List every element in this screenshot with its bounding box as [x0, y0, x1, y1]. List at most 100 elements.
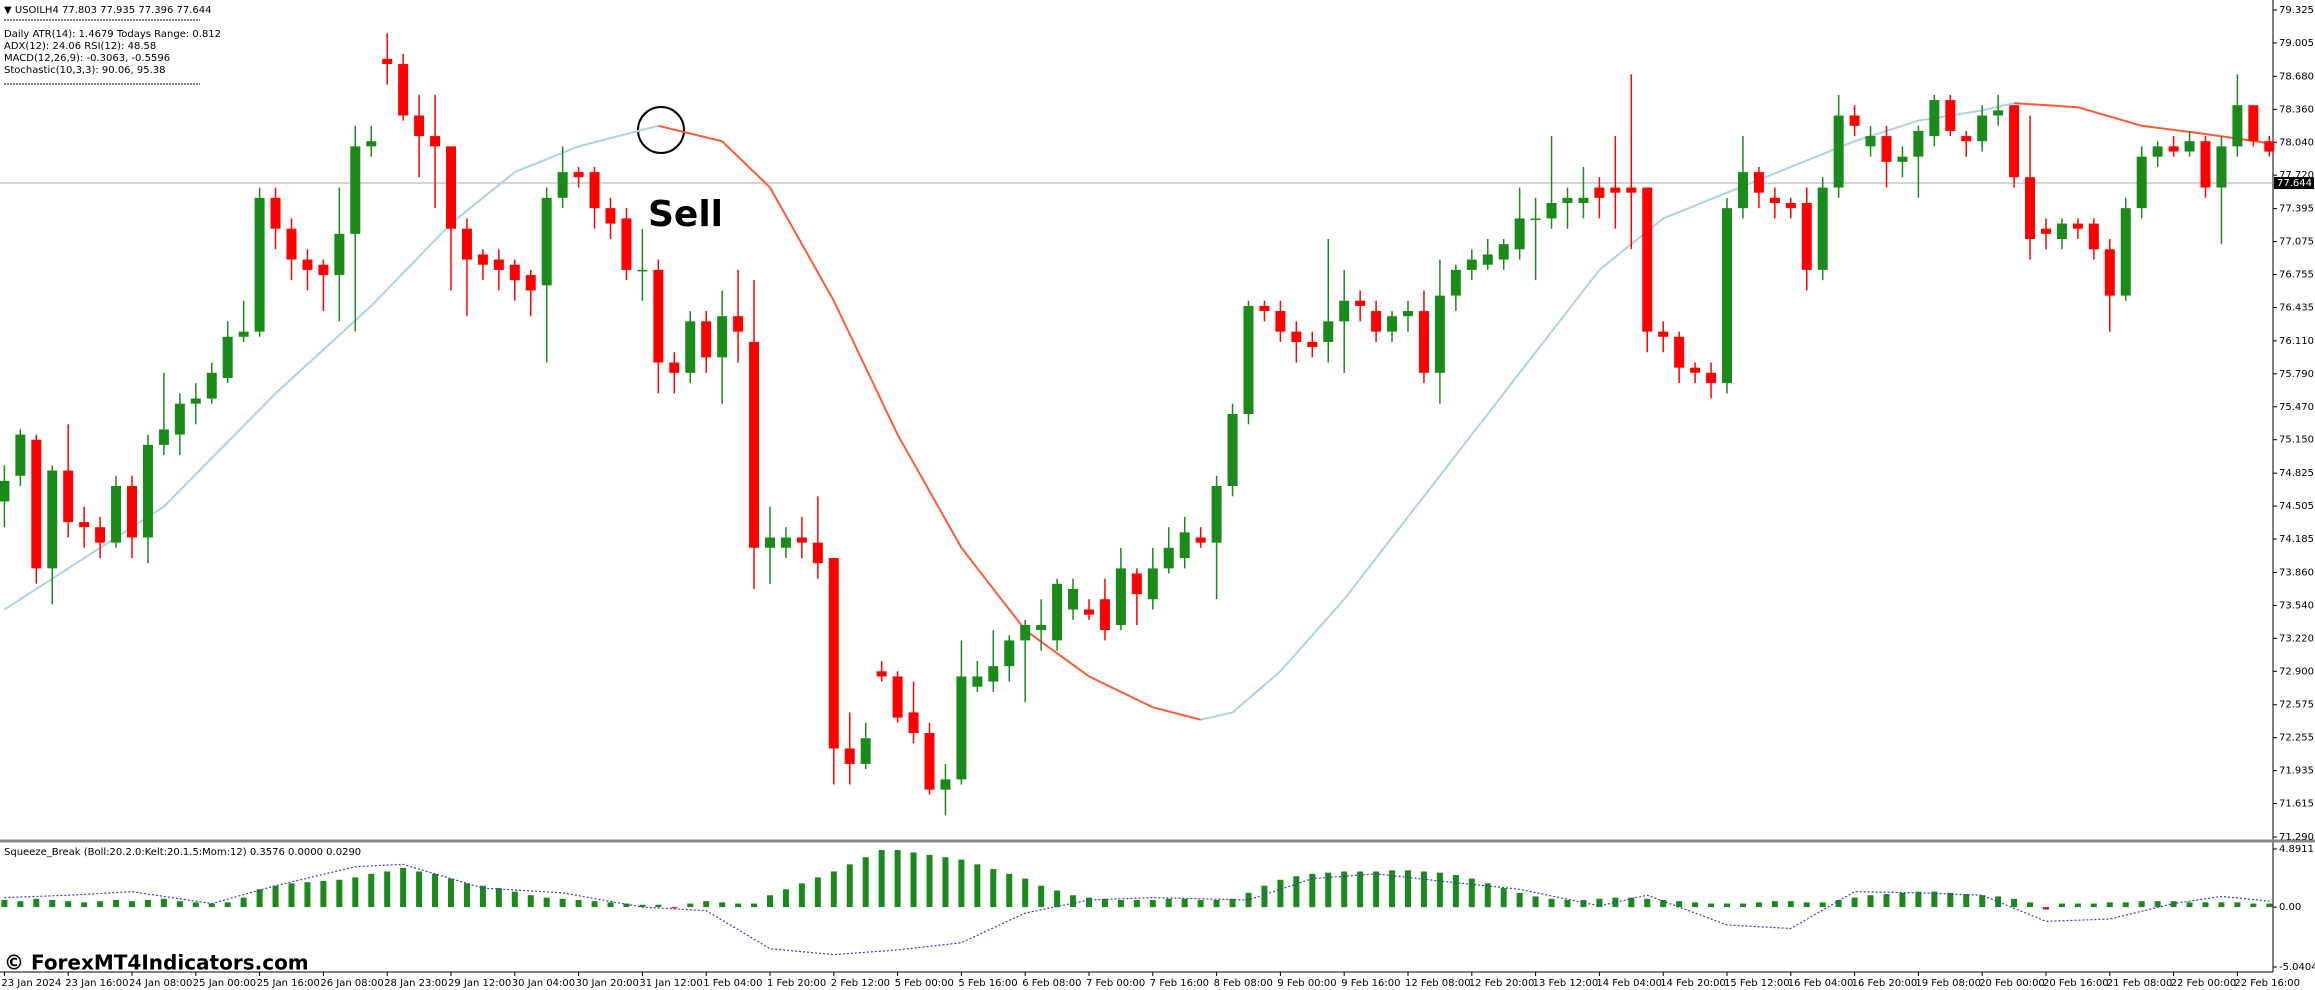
histogram-bar: [1309, 873, 1316, 908]
histogram-bar: [400, 867, 407, 908]
candle-body: [286, 228, 297, 260]
histogram-bar: [1117, 899, 1124, 908]
candle-body: [1482, 254, 1493, 265]
x-tick-label: 14 Feb 20:00: [1660, 978, 1726, 989]
candle-body: [366, 141, 377, 147]
histogram-bar: [33, 898, 40, 908]
candle-body: [1530, 218, 1541, 220]
candle-body: [2056, 223, 2067, 240]
x-tick-label: 9 Feb 16:00: [1341, 978, 1400, 989]
candle-body: [780, 537, 791, 548]
histogram-bar: [1963, 894, 1970, 908]
histogram-bar: [1739, 903, 1746, 908]
moving-average: [514, 145, 579, 174]
histogram-bar: [432, 873, 439, 908]
x-tick-label: 30 Jan 20:00: [576, 978, 639, 989]
histogram-bar: [495, 888, 502, 908]
histogram-bar: [2027, 902, 2034, 908]
candle-body: [2216, 146, 2227, 188]
candle-body: [605, 208, 616, 224]
histogram-bar: [208, 903, 215, 908]
price-tick-label: 75.790: [2279, 369, 2314, 380]
histogram-bar: [1516, 892, 1523, 908]
histogram-bar: [1357, 871, 1364, 908]
header-line: Stochastic(10,3,3): 90.06, 95.38: [4, 65, 166, 76]
histogram-bar: [1054, 890, 1061, 908]
histogram-bar: [1022, 878, 1029, 908]
candle-body: [1881, 136, 1892, 162]
histogram-bar: [1420, 871, 1427, 908]
candle-body: [2009, 105, 2020, 178]
candle-body: [1817, 187, 1828, 270]
histogram-bar: [974, 864, 981, 908]
price-tick-label: 73.220: [2279, 633, 2314, 644]
histogram-bar: [1931, 891, 1938, 908]
histogram-bar: [17, 901, 24, 908]
histogram-bar: [2202, 902, 2209, 908]
histogram-bar: [2074, 903, 2081, 908]
price-tick-label: 74.825: [2279, 468, 2314, 479]
candle-body: [589, 172, 600, 209]
candle-body: [2041, 228, 2051, 234]
candle-body: [2088, 223, 2099, 250]
moving-average: [658, 124, 723, 143]
x-tick-label: 25 Jan 00:00: [193, 978, 256, 989]
x-tick-label: 20 Feb 00:00: [1979, 978, 2045, 989]
candle-body: [1339, 300, 1350, 322]
histogram-bar: [1405, 870, 1411, 908]
histogram-bar: [782, 889, 789, 908]
x-tick-label: 25 Jan 16:00: [257, 978, 320, 989]
histogram-bar: [1771, 901, 1778, 908]
histogram-bar: [511, 891, 518, 908]
candle-body: [1945, 100, 1956, 131]
candle-body: [2120, 208, 2131, 296]
candle-body: [190, 398, 201, 404]
candle-body: [621, 218, 632, 270]
header-line: MACD(12,26,9): -0.3063, -0.5596: [4, 53, 170, 64]
histogram-bar: [1229, 898, 1236, 908]
histogram-bar: [2090, 903, 2097, 908]
candle-body: [1004, 640, 1015, 667]
histogram-bar: [463, 883, 470, 908]
price-tick-label: 73.860: [2279, 567, 2314, 578]
candle-body: [1929, 100, 1940, 137]
candle-body: [637, 269, 648, 272]
candle-body: [1578, 197, 1589, 203]
candle-body: [1131, 573, 1142, 595]
histogram-bar: [1644, 898, 1651, 908]
moving-average: [1534, 269, 1601, 353]
candle-body: [1243, 305, 1254, 414]
indicator-tick-label: 0.00: [2279, 902, 2301, 913]
candle-body: [1658, 331, 1669, 337]
sell-circle: [637, 106, 685, 154]
candle-body: [1291, 331, 1302, 342]
indicator-title: Squeeze_Break (Boll:20.2.0:Kelt:20.1.5:M…: [4, 847, 361, 858]
histogram-bar: [1979, 895, 1986, 908]
candle-body: [1084, 609, 1094, 615]
moving-average: [1790, 140, 1855, 168]
indicator-tick-label: 4.8911: [2279, 844, 2314, 855]
histogram-bar: [1086, 897, 1092, 908]
histogram-bar: [1628, 897, 1635, 908]
histogram-bar: [926, 854, 933, 908]
histogram-bar: [113, 899, 120, 908]
histogram-bar: [1835, 899, 1842, 908]
histogram-bar: [1070, 895, 1077, 908]
candle-body: [1849, 115, 1860, 126]
histogram-bar: [559, 898, 566, 908]
candle-body: [1642, 187, 1653, 332]
price-tick-label: 75.470: [2279, 402, 2314, 413]
candle-body: [1403, 311, 1413, 317]
x-tick-label: 14 Feb 04:00: [1596, 978, 1662, 989]
histogram-bar: [910, 852, 917, 908]
candle-body: [398, 64, 409, 116]
histogram-bar: [2043, 907, 2049, 910]
candle-body: [557, 172, 568, 198]
candle-body: [1706, 372, 1717, 384]
moving-average: [1152, 706, 1201, 721]
candle-body: [844, 748, 855, 764]
candle-body: [2152, 146, 2163, 157]
histogram-bar: [2011, 898, 2018, 908]
candle-body: [573, 172, 584, 178]
candle-body: [2072, 223, 2083, 229]
